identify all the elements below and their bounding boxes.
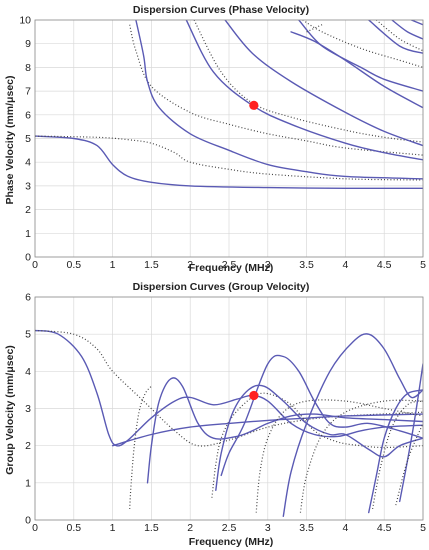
solid-dispersion-curve — [35, 135, 423, 190]
group-velocity-panel: Dispersion Curves (Group Velocity) Frequ… — [4, 281, 426, 548]
solid-dispersion-curve — [399, 363, 423, 503]
solid-dispersion-curve — [410, 20, 423, 26]
dotted-dispersion-curve — [211, 392, 423, 498]
plot-frame — [34, 296, 424, 521]
y-tick-label: 4 — [25, 366, 31, 378]
x-tick-label: 1 — [110, 259, 116, 271]
y-tick-label: 5 — [25, 329, 31, 341]
plot-frame — [34, 19, 424, 258]
x-tick-label: 2.5 — [222, 522, 237, 534]
y-tick-label: 6 — [25, 109, 31, 121]
x-tick-label: 3.5 — [299, 522, 314, 534]
x-tick-label: 2.5 — [222, 259, 237, 271]
solid-dispersion-curve — [290, 31, 423, 109]
chart-title: Dispersion Curves (Phase Velocity) — [133, 4, 309, 16]
solid-dispersion-curve — [391, 20, 423, 40]
x-tick-label: 1 — [110, 522, 116, 534]
solid-dispersion-curve — [282, 333, 423, 517]
x-tick-label: 4 — [342, 259, 348, 271]
x-tick-label: 5 — [420, 522, 426, 534]
y-tick-label: 3 — [25, 403, 31, 415]
solid-dispersion-curve — [224, 20, 423, 147]
y-axis-label: Group Velocity (mm/μsec) — [4, 345, 16, 475]
solid-dispersion-curve — [368, 20, 423, 54]
x-tick-label: 0 — [32, 259, 38, 271]
y-tick-label: 7 — [25, 86, 31, 98]
solid-dispersion-curve — [35, 329, 423, 447]
y-tick-label: 1 — [25, 228, 31, 240]
x-tick-label: 3 — [265, 522, 271, 534]
y-tick-label: 0 — [25, 252, 31, 264]
highlight-marker — [249, 390, 259, 401]
x-tick-label: 0.5 — [66, 522, 81, 534]
x-tick-label: 1.5 — [144, 259, 159, 271]
chart-title: Dispersion Curves (Group Velocity) — [133, 281, 310, 293]
plot-area — [35, 20, 423, 190]
x-tick-label: 3.5 — [299, 259, 314, 271]
x-axis-label: Frequency (MHz) — [189, 536, 274, 548]
x-tick-label: 1.5 — [144, 522, 159, 534]
y-tick-label: 9 — [25, 38, 31, 50]
solid-dispersion-curve — [146, 377, 423, 484]
solid-dispersion-curve — [185, 20, 423, 161]
y-tick-label: 10 — [19, 15, 31, 27]
plot-area — [35, 329, 423, 517]
y-tick-label: 4 — [25, 157, 31, 169]
highlight-marker — [249, 100, 259, 110]
x-tick-label: 2 — [187, 522, 193, 534]
x-tick-label: 4.5 — [377, 259, 392, 271]
y-tick-label: 5 — [25, 133, 31, 145]
dotted-dispersion-curve — [35, 329, 423, 447]
solid-dispersion-curve — [220, 354, 423, 477]
dotted-dispersion-curve — [193, 20, 423, 143]
solid-dispersion-curve — [135, 20, 423, 180]
dotted-dispersion-curve — [306, 24, 323, 33]
x-tick-label: 0 — [32, 522, 38, 534]
grid — [34, 19, 424, 258]
solid-dispersion-curve — [368, 389, 423, 514]
x-tick-label: 3 — [265, 259, 271, 271]
y-tick-label: 8 — [25, 62, 31, 74]
dotted-dispersion-curve — [129, 385, 152, 509]
dotted-dispersion-curve — [129, 24, 423, 156]
grid — [34, 296, 424, 521]
y-axis-label: Phase Velocity (mm/μsec) — [4, 76, 16, 205]
x-tick-label: 2 — [187, 259, 193, 271]
phase-velocity-panel: Dispersion Curves (Phase Velocity) Frequ… — [4, 4, 426, 274]
dotted-dispersion-curve — [376, 20, 423, 52]
y-tick-label: 1 — [25, 477, 31, 489]
dotted-dispersion-curve — [302, 20, 423, 68]
y-tick-label: 2 — [25, 440, 31, 452]
solid-dispersion-curve — [111, 413, 423, 447]
solid-dispersion-curve — [298, 20, 423, 92]
x-tick-label: 4.5 — [377, 522, 392, 534]
tick-labels: 0 0.5 1 1.5 2 2.5 3 3.5 4 4.5 5 0 1 2 3 4 5 6 7 8 9 10 — [19, 15, 426, 272]
y-tick-label: 6 — [25, 292, 31, 304]
y-tick-label: 0 — [25, 515, 31, 527]
x-tick-label: 0.5 — [66, 259, 81, 271]
x-tick-label: 5 — [420, 259, 426, 271]
y-tick-label: 3 — [25, 180, 31, 192]
x-tick-label: 4 — [342, 522, 348, 534]
tick-labels: 0 0.5 1 1.5 2 2.5 3 3.5 4 4.5 5 0 1 2 3 4 5 6 — [25, 292, 426, 535]
dotted-dispersion-curve — [255, 399, 423, 513]
y-tick-label: 2 — [25, 204, 31, 216]
dotted-dispersion-curve — [395, 423, 423, 506]
x-axis-label: Frequency (MHz) — [189, 262, 274, 274]
